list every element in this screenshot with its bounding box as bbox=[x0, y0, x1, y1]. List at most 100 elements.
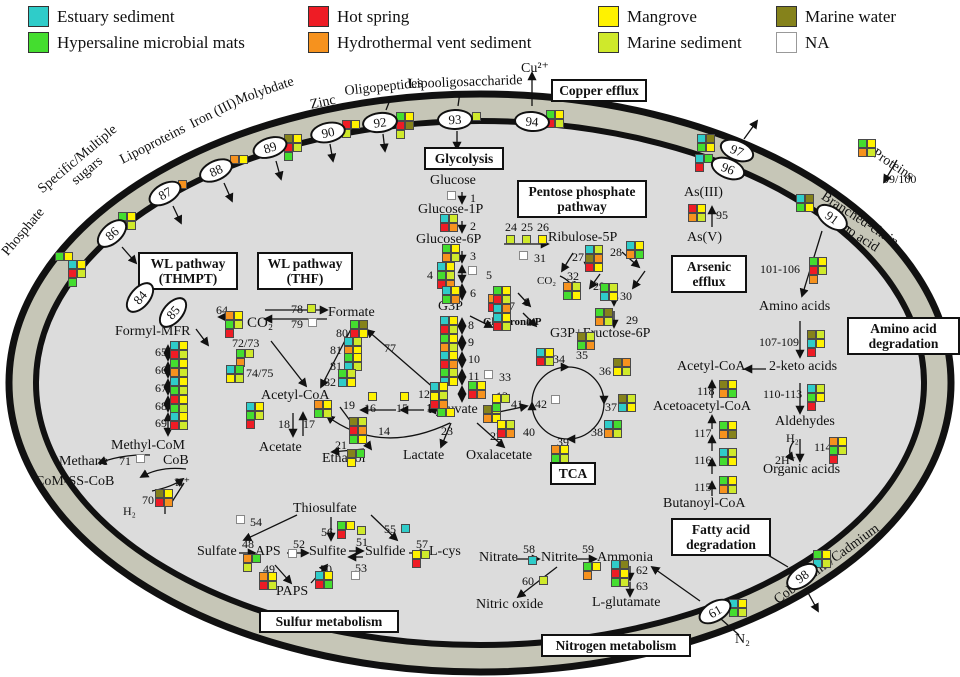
env-square-m bbox=[307, 304, 316, 313]
reaction-number: 21 bbox=[335, 438, 347, 452]
annotation-squares bbox=[338, 369, 356, 387]
env-square-c bbox=[68, 260, 77, 269]
env-square-n bbox=[468, 266, 477, 275]
env-square-c bbox=[604, 420, 613, 429]
env-square-y bbox=[613, 367, 622, 376]
annotation-squares bbox=[314, 400, 332, 418]
metabolite-label: G3P+Fructose-6P bbox=[550, 326, 651, 341]
env-square-g bbox=[728, 389, 737, 398]
metabolite-label: Ribulose-5P bbox=[548, 230, 618, 245]
env-square-y bbox=[405, 112, 414, 121]
env-square-m bbox=[501, 394, 510, 403]
pathway-box: Pentose phosphate pathway bbox=[517, 180, 647, 219]
env-square-y bbox=[351, 120, 360, 129]
env-square-m bbox=[449, 325, 458, 334]
transporter-number: 84 bbox=[129, 286, 150, 307]
env-square-r bbox=[809, 266, 818, 275]
env-square-c bbox=[430, 382, 439, 391]
env-square-y bbox=[502, 286, 511, 295]
env-square-o bbox=[809, 275, 818, 284]
env-square-y bbox=[179, 341, 188, 350]
metabolite-label: APS bbox=[255, 544, 281, 559]
annotation-squares bbox=[538, 235, 547, 244]
env-square-m bbox=[77, 269, 86, 278]
annotation-squares bbox=[719, 448, 737, 466]
metabolite-label: L-glutamate bbox=[592, 595, 661, 610]
env-square-n bbox=[484, 370, 493, 379]
pathway-box: Fatty acid degradation bbox=[671, 518, 771, 557]
env-square-w bbox=[359, 320, 368, 329]
annotation-squares bbox=[719, 380, 737, 398]
reaction-number: 31 bbox=[534, 251, 546, 265]
reaction-number: 8 bbox=[468, 318, 474, 332]
annotation-squares bbox=[230, 155, 248, 164]
annotation-squares bbox=[600, 283, 618, 301]
env-square-w bbox=[349, 417, 358, 426]
env-square-o bbox=[225, 311, 234, 320]
env-square-w bbox=[347, 449, 356, 458]
env-square-y bbox=[234, 311, 243, 320]
legend-item-y: Mangrove bbox=[598, 6, 697, 27]
reaction-number: 5 bbox=[486, 268, 492, 282]
annotation-squares bbox=[719, 421, 737, 439]
env-square-o bbox=[586, 341, 595, 350]
env-square-r bbox=[807, 402, 816, 411]
env-square-y bbox=[867, 139, 876, 148]
metabolite-label: Sulfide bbox=[365, 544, 406, 559]
annotation-squares bbox=[440, 368, 458, 386]
reaction-number: 70 bbox=[142, 493, 154, 507]
env-square-m bbox=[506, 420, 515, 429]
env-square-r bbox=[493, 295, 502, 304]
env-square-y bbox=[268, 572, 277, 581]
env-square-w bbox=[805, 194, 814, 203]
reaction-number: 16 bbox=[364, 401, 376, 415]
reaction-number: 1 bbox=[470, 191, 476, 205]
env-square-y bbox=[446, 408, 455, 417]
env-square-m bbox=[818, 266, 827, 275]
legend-swatch bbox=[308, 32, 329, 53]
annotation-squares bbox=[522, 235, 531, 244]
env-square-m bbox=[502, 322, 511, 331]
env-square-y bbox=[127, 212, 136, 221]
env-square-c bbox=[170, 377, 179, 386]
env-square-g bbox=[349, 435, 358, 444]
env-square-g bbox=[440, 334, 449, 343]
env-square-m bbox=[472, 112, 481, 121]
env-square-m bbox=[347, 369, 356, 378]
transporter-number: 85 bbox=[162, 301, 183, 322]
env-square-g bbox=[284, 152, 293, 161]
metabolite-label: CoB bbox=[163, 453, 189, 468]
env-square-c bbox=[226, 365, 235, 374]
env-square-g bbox=[437, 271, 446, 280]
metabolite-label: Glucose bbox=[430, 173, 476, 188]
metabolite-label: Glucose-6P bbox=[416, 232, 482, 247]
metabolite-label: CoM-SS-CoB bbox=[35, 474, 115, 489]
env-square-w bbox=[620, 560, 629, 569]
metabolite-label: Thiosulfate bbox=[293, 501, 357, 516]
env-square-g bbox=[235, 365, 244, 374]
annotation-squares bbox=[563, 282, 581, 300]
metabolite-label: 99/100 bbox=[883, 172, 917, 186]
env-square-o bbox=[502, 304, 511, 313]
env-square-m bbox=[446, 271, 455, 280]
env-square-m bbox=[594, 245, 603, 254]
reaction-number: 81 bbox=[330, 343, 342, 357]
reaction-number: 3 bbox=[470, 249, 476, 263]
env-square-m bbox=[697, 213, 706, 222]
env-square-r bbox=[412, 559, 421, 568]
annotation-squares bbox=[442, 286, 460, 304]
annotation-squares bbox=[468, 381, 486, 399]
annotation-squares bbox=[447, 191, 456, 200]
env-square-o bbox=[719, 485, 728, 494]
annotation-squares bbox=[719, 476, 737, 494]
transporter-number: 97 bbox=[728, 140, 747, 159]
reaction-number: 8 bbox=[526, 315, 532, 329]
legend-label: Hydrothermal vent sediment bbox=[337, 32, 532, 52]
metabolite-label: As(V) bbox=[687, 230, 722, 245]
env-square-y bbox=[706, 143, 715, 152]
env-square-w bbox=[405, 121, 414, 130]
env-square-o bbox=[164, 498, 173, 507]
env-square-m bbox=[396, 130, 405, 139]
transporter-number: 93 bbox=[448, 110, 462, 127]
env-square-y bbox=[439, 382, 448, 391]
